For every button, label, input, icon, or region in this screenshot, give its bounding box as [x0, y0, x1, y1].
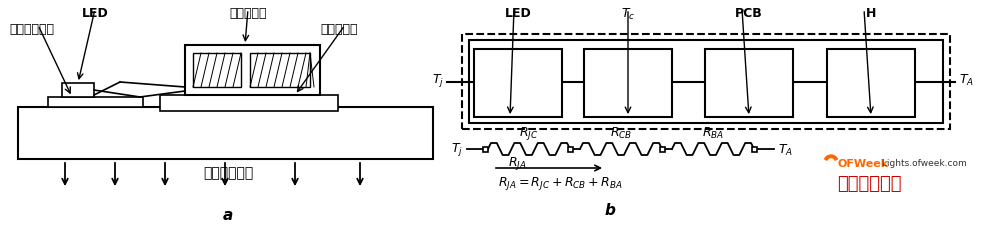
- Text: a: a: [223, 207, 233, 222]
- Bar: [482, 147, 488, 152]
- Bar: [18, 108, 433, 159]
- Text: b: b: [605, 202, 615, 217]
- Bar: [568, 147, 572, 152]
- Text: 主要散热方向: 主要散热方向: [203, 165, 253, 179]
- Text: $R_{BA}$: $R_{BA}$: [702, 125, 724, 140]
- Text: $T_j$: $T_j$: [451, 141, 463, 158]
- Bar: [62, 84, 94, 98]
- Text: Lights.ofweek.com: Lights.ofweek.com: [879, 159, 967, 168]
- Bar: [185, 46, 320, 96]
- Text: $R_{JA}$: $R_{JA}$: [508, 154, 527, 171]
- Bar: [660, 147, 664, 152]
- Bar: [705, 50, 793, 118]
- Wedge shape: [825, 155, 837, 160]
- Text: $T_A$: $T_A$: [778, 142, 793, 157]
- Bar: [474, 50, 562, 118]
- Text: LED: LED: [82, 7, 108, 20]
- Text: 铝基板导电层: 铝基板导电层: [10, 23, 54, 36]
- Text: OFWeek: OFWeek: [837, 158, 888, 168]
- Text: PCB: PCB: [735, 7, 763, 20]
- Bar: [48, 98, 143, 108]
- Text: 大功率管芯: 大功率管芯: [229, 7, 267, 20]
- Text: $R_{JA}=R_{JC}+R_{CB}+R_{BA}$: $R_{JA}=R_{JC}+R_{CB}+R_{BA}$: [498, 175, 623, 192]
- Bar: [827, 50, 915, 118]
- Text: $R_{JC}$: $R_{JC}$: [519, 124, 539, 141]
- Text: $T_A$: $T_A$: [959, 72, 974, 87]
- Text: $T_c$: $T_c$: [621, 7, 635, 22]
- Text: 铜合金基座: 铜合金基座: [320, 23, 358, 36]
- Text: $T_j$: $T_j$: [432, 71, 444, 88]
- Bar: [752, 147, 757, 152]
- Bar: [469, 41, 943, 123]
- Bar: [584, 50, 672, 118]
- Text: 半导体照明网: 半导体照明网: [837, 174, 902, 192]
- Bar: [250, 54, 310, 88]
- Text: LED: LED: [505, 7, 531, 20]
- Text: $R_{CB}$: $R_{CB}$: [610, 125, 632, 140]
- Text: H: H: [866, 7, 876, 20]
- Bar: [462, 35, 950, 129]
- Bar: [160, 96, 338, 111]
- Bar: [193, 54, 241, 88]
